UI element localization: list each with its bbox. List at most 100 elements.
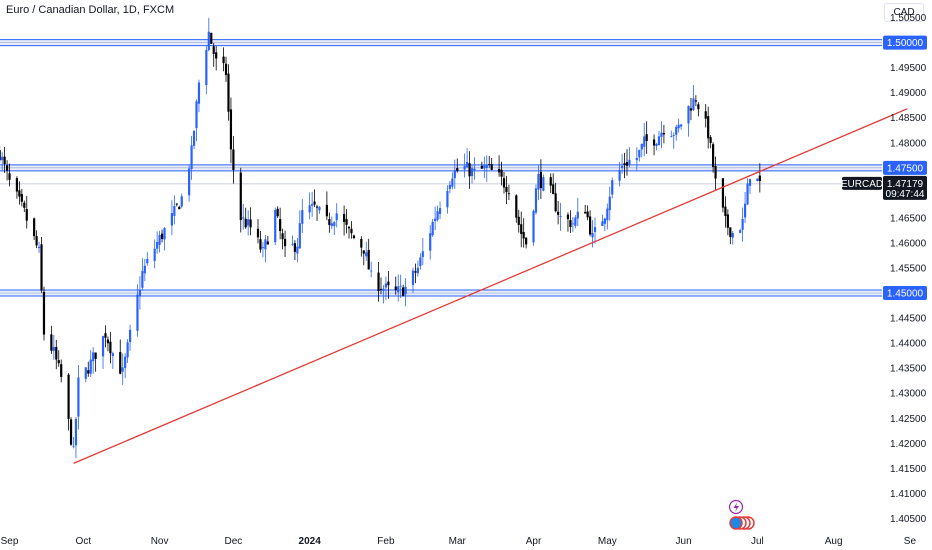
x-tick-label: Nov bbox=[151, 536, 169, 547]
candle-body bbox=[608, 196, 611, 211]
candle bbox=[247, 210, 250, 236]
candle bbox=[111, 351, 114, 369]
candle bbox=[689, 98, 693, 121]
candle-body bbox=[173, 206, 176, 216]
candle-body bbox=[360, 238, 363, 248]
candle-body bbox=[325, 204, 328, 217]
candle bbox=[207, 17, 210, 52]
y-tick-label: 1.49500 bbox=[890, 63, 927, 74]
candle bbox=[301, 198, 304, 234]
candle bbox=[552, 173, 555, 195]
candle bbox=[266, 235, 269, 245]
candle bbox=[421, 238, 424, 266]
candle-body bbox=[687, 105, 690, 124]
candle-body bbox=[404, 286, 407, 295]
y-tick-label: 1.50500 bbox=[890, 13, 927, 24]
candle bbox=[311, 191, 314, 217]
candle-body bbox=[141, 271, 144, 288]
candle bbox=[328, 212, 331, 233]
x-tick-label: Se bbox=[904, 536, 917, 547]
candle bbox=[360, 236, 363, 257]
symbol-tag bbox=[842, 176, 882, 190]
candle-body bbox=[739, 230, 742, 233]
candle-body bbox=[566, 214, 570, 220]
candle bbox=[414, 263, 417, 284]
candle bbox=[163, 226, 166, 251]
y-tick-label: 1.44000 bbox=[890, 339, 927, 350]
candle-body bbox=[438, 208, 442, 214]
candle bbox=[500, 161, 503, 186]
candle bbox=[397, 274, 400, 302]
candle-body bbox=[485, 165, 488, 169]
lightning-icon[interactable] bbox=[728, 499, 744, 515]
candle bbox=[748, 178, 752, 194]
candle bbox=[0, 146, 1, 164]
candle bbox=[190, 135, 193, 180]
candle-body bbox=[704, 111, 707, 119]
candle bbox=[57, 350, 60, 367]
candle bbox=[574, 215, 577, 229]
candle bbox=[387, 270, 390, 299]
candle bbox=[60, 359, 63, 383]
currency-button[interactable]: CAD bbox=[884, 3, 924, 22]
candle-body bbox=[37, 246, 41, 249]
candle-body bbox=[367, 249, 370, 270]
candle-body bbox=[721, 178, 725, 208]
candle-body bbox=[618, 170, 621, 181]
candle-body bbox=[756, 178, 759, 181]
candle bbox=[23, 200, 26, 213]
candle-body bbox=[274, 210, 277, 243]
candle-body bbox=[402, 287, 405, 297]
candle bbox=[313, 189, 316, 208]
candle-body bbox=[574, 217, 577, 226]
candle bbox=[438, 201, 442, 220]
candle-body bbox=[470, 168, 474, 177]
candle bbox=[490, 158, 493, 171]
candle bbox=[104, 325, 107, 348]
candle bbox=[707, 106, 710, 149]
candle-body bbox=[77, 377, 80, 417]
candle-body bbox=[625, 162, 629, 166]
candle bbox=[84, 367, 87, 383]
candle-body bbox=[584, 211, 587, 214]
candle bbox=[224, 56, 228, 82]
candle-body bbox=[293, 243, 296, 252]
candle-body bbox=[315, 206, 319, 208]
candle-body bbox=[657, 136, 661, 146]
candle bbox=[419, 253, 422, 270]
candle bbox=[402, 284, 405, 297]
y-tick-label: 1.43000 bbox=[890, 389, 927, 400]
candle-body bbox=[576, 211, 579, 219]
price-axis[interactable]: 1.40500 1.41000 1.41500 1.42000 1.42500 1.430… bbox=[890, 13, 927, 525]
candle bbox=[249, 207, 252, 236]
x-tick-label: Jul bbox=[751, 536, 764, 547]
candle-body bbox=[175, 203, 178, 205]
candle bbox=[434, 206, 437, 231]
candle bbox=[692, 85, 695, 111]
candle bbox=[87, 361, 90, 377]
candle-body bbox=[497, 168, 501, 173]
event-icons[interactable] bbox=[728, 499, 755, 530]
candle bbox=[377, 261, 380, 302]
candle bbox=[325, 191, 328, 221]
candle-body bbox=[419, 257, 422, 267]
candle-body bbox=[421, 251, 424, 258]
candle bbox=[672, 132, 675, 149]
candle-body bbox=[264, 239, 267, 250]
candle bbox=[67, 373, 70, 431]
candle-body bbox=[448, 184, 451, 189]
level-price-tag bbox=[883, 160, 927, 175]
candle-body bbox=[490, 164, 493, 170]
y-tick-label: 1.45500 bbox=[890, 264, 927, 275]
economic-events-icon[interactable] bbox=[729, 516, 755, 530]
candle bbox=[318, 205, 321, 214]
candle-body bbox=[121, 367, 124, 372]
y-tick-label: 1.42500 bbox=[890, 414, 927, 425]
candle bbox=[109, 331, 112, 364]
candle bbox=[205, 46, 208, 95]
candle-body bbox=[89, 359, 92, 374]
candle-body bbox=[542, 177, 545, 191]
time-axis[interactable]: Sep Oct Nov Dec 2024 Feb Mar Apr May Jun Jul Aug Se bbox=[1, 536, 917, 547]
candle bbox=[675, 124, 678, 141]
